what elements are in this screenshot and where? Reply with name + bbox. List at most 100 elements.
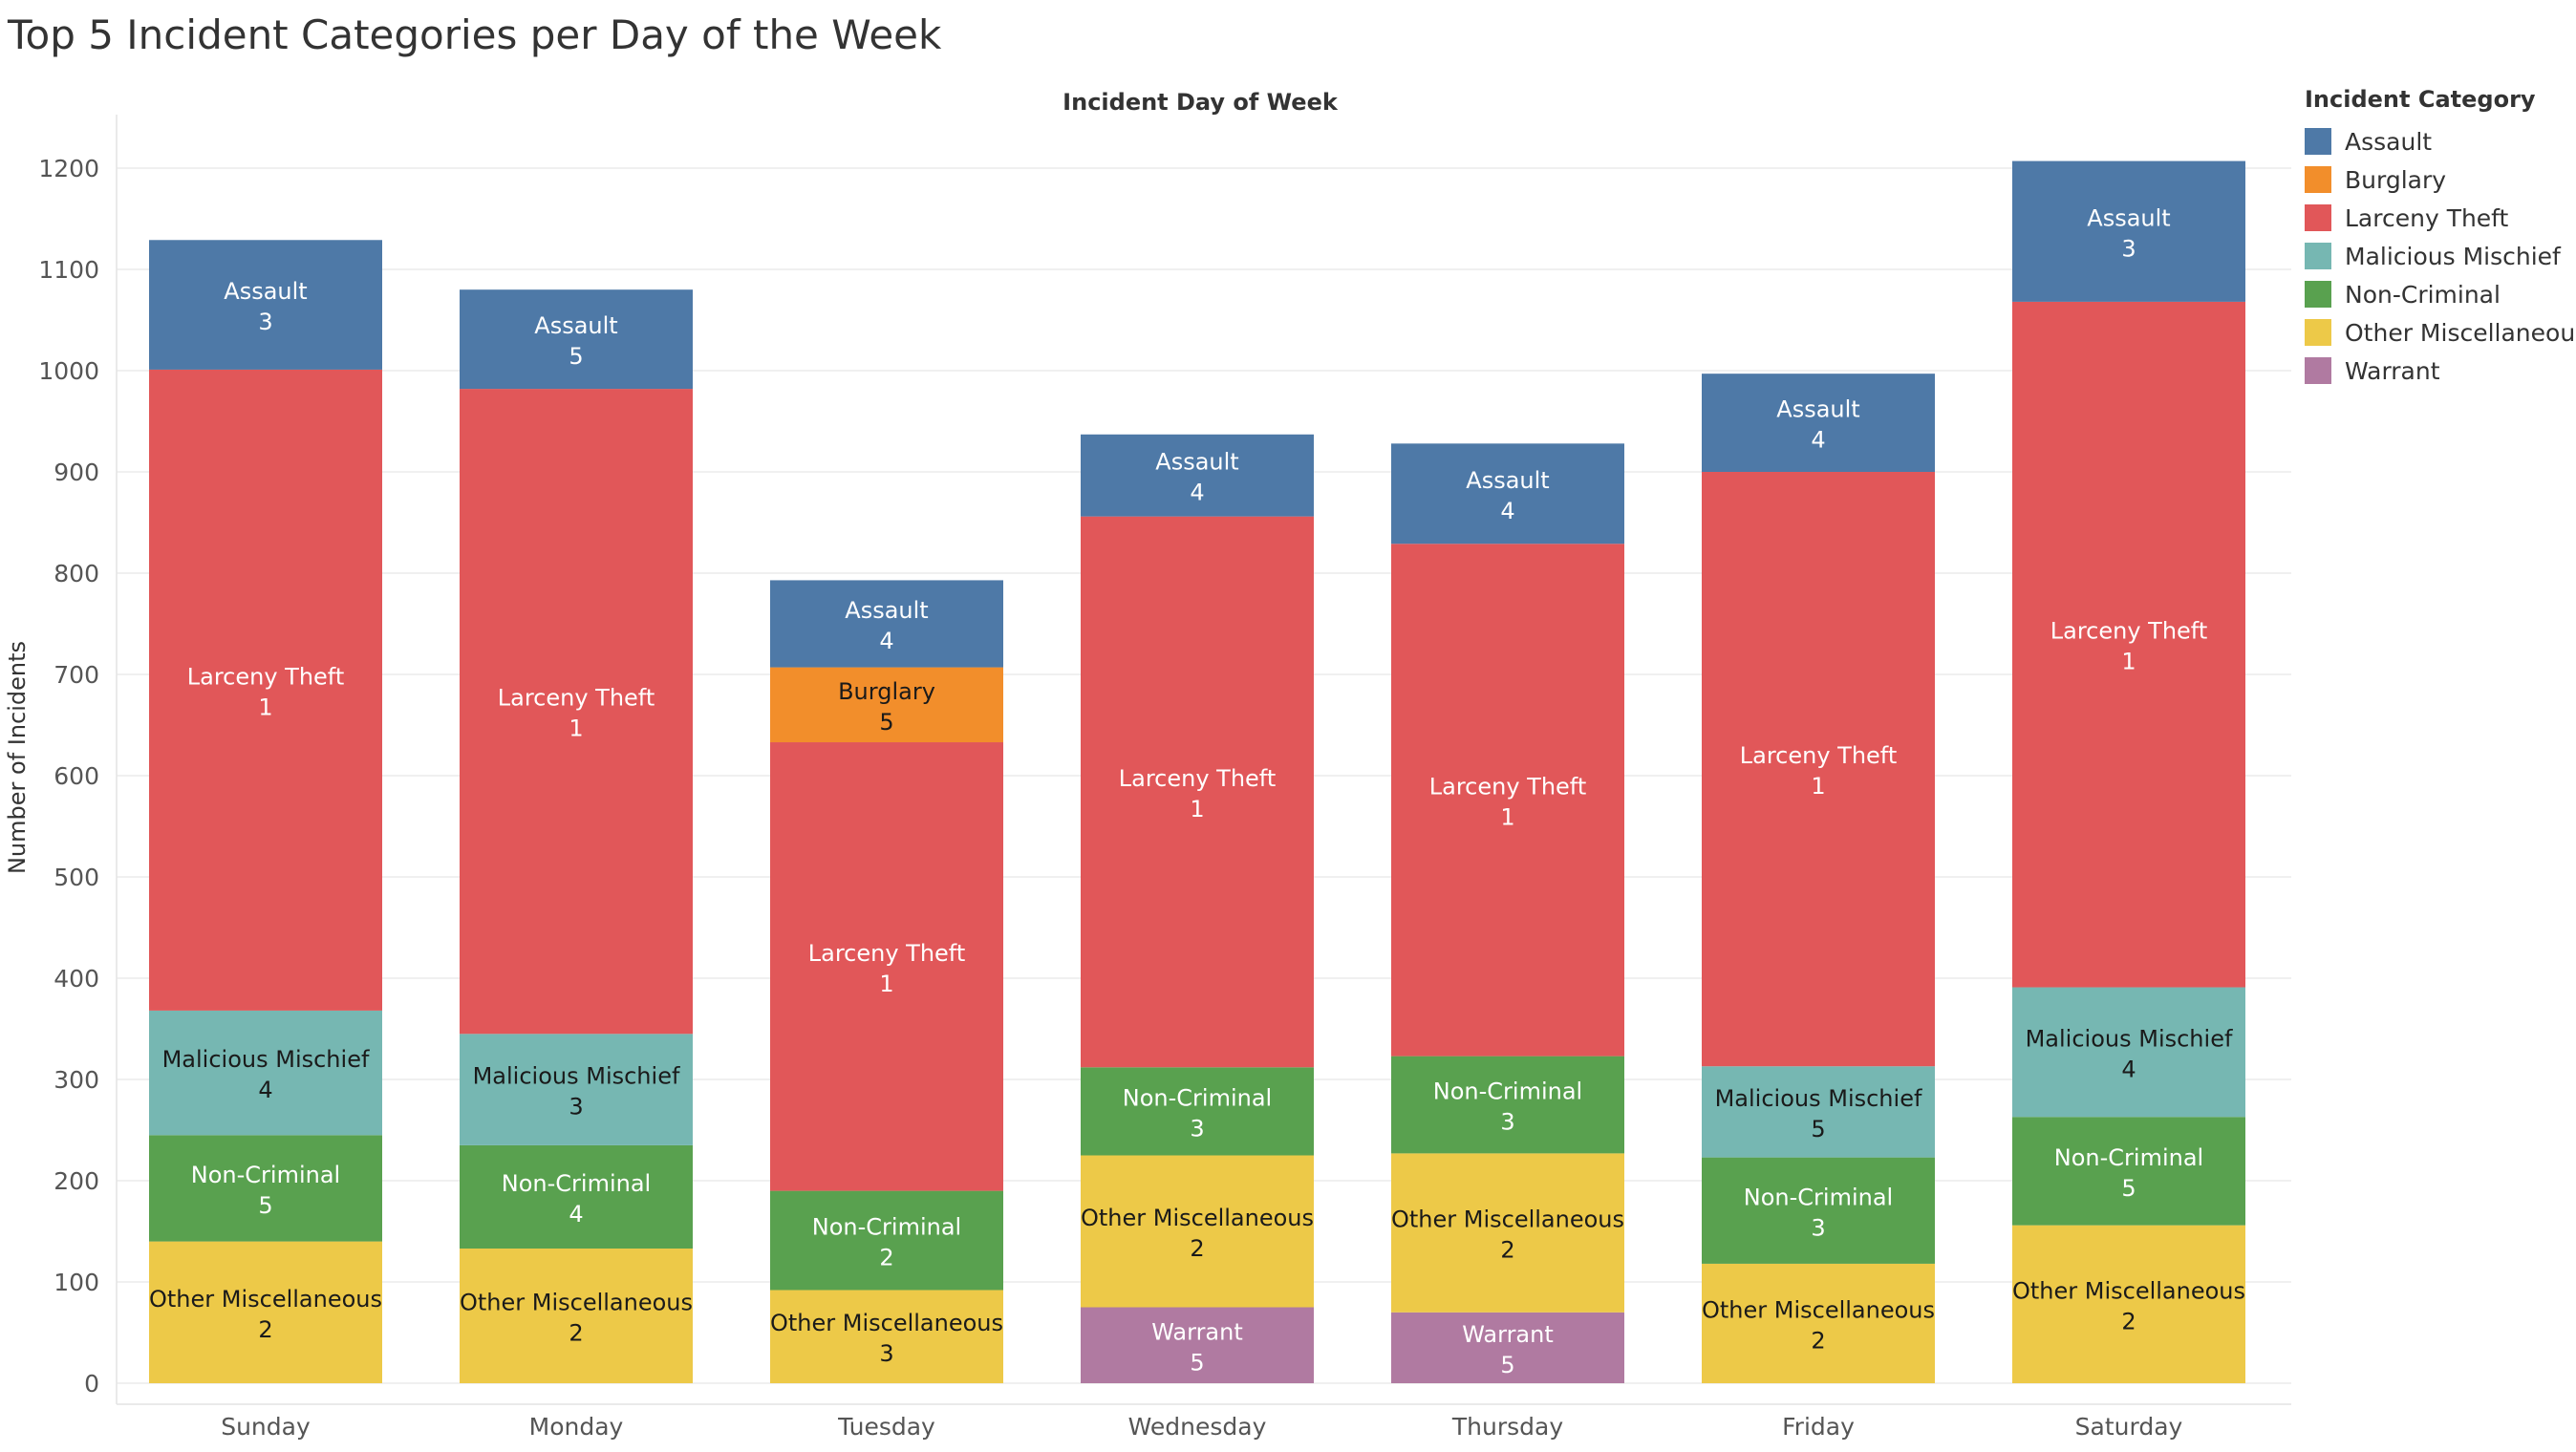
- segment-rank: 4: [1190, 480, 1204, 506]
- segment-label: Other Miscellaneous: [2012, 1277, 2245, 1304]
- bar-segment-larceny-theft: [1081, 516, 1314, 1068]
- segment-label: Warrant: [1151, 1318, 1243, 1345]
- legend-item-assault[interactable]: Assault: [2305, 122, 2572, 160]
- legend-swatch: [2305, 128, 2331, 155]
- bar-segment-non-criminal: [1391, 1056, 1624, 1154]
- segment-label: Warrant: [1462, 1321, 1554, 1348]
- segment-label: Other Miscellaneous: [1702, 1296, 1935, 1323]
- legend-swatch: [2305, 166, 2331, 193]
- legend-item-non-criminal[interactable]: Non-Criminal: [2305, 275, 2572, 313]
- segment-rank: 4: [258, 1077, 272, 1103]
- x-tick-label: Tuesday: [837, 1413, 935, 1441]
- segment-rank: 2: [258, 1316, 272, 1343]
- segment-label: Larceny Theft: [1740, 742, 1898, 769]
- stacked-bars: Other Miscellaneous 2 Non-Criminal 5 Malicio…: [149, 160, 2245, 1383]
- bar-segment-larceny-theft: [1702, 472, 1935, 1067]
- segment-rank: 4: [1500, 498, 1514, 524]
- bar-segment-malicious-mischief: [1702, 1066, 1935, 1158]
- bar-segment-non-criminal: [1702, 1157, 1935, 1264]
- segment-rank: 2: [569, 1320, 583, 1347]
- bar-segment-larceny-theft: [149, 369, 382, 1011]
- legend-label: Non-Criminal: [2345, 280, 2501, 309]
- y-tick-label: 0: [84, 1370, 99, 1398]
- segment-rank: 2: [1811, 1327, 1825, 1354]
- chart-title: Top 5 Incident Categories per Day of the…: [8, 11, 942, 58]
- bar-segment-assault: [1391, 443, 1624, 544]
- legend-swatch: [2305, 281, 2331, 308]
- legend-item-other-miscellaneous[interactable]: Other Miscellaneous: [2305, 313, 2576, 352]
- y-tick-label: 200: [54, 1167, 99, 1195]
- legend-item-warrant[interactable]: Warrant: [2305, 352, 2572, 390]
- x-tick-label: Monday: [529, 1413, 624, 1441]
- segment-label: Assault: [845, 597, 928, 624]
- bar-segment-other-miscellaneous: [770, 1290, 1003, 1383]
- segment-rank: 1: [258, 694, 272, 720]
- bar-friday: Other Miscellaneous 2 Non-Criminal 3 Malicio…: [1702, 374, 1935, 1383]
- bar-segment-assault: [770, 580, 1003, 668]
- segment-label: Malicious Mischief: [1715, 1085, 1922, 1112]
- legend: Incident Category Assault Burglary Larceny…: [2305, 86, 2576, 390]
- segment-rank: 3: [1190, 1115, 1204, 1142]
- y-tick-label: 500: [54, 864, 99, 891]
- x-tick-label: Saturday: [2075, 1413, 2183, 1441]
- segment-label: Larceny Theft: [187, 663, 345, 690]
- segment-label: Larceny Theft: [498, 685, 655, 712]
- segment-label: Non-Criminal: [2054, 1144, 2203, 1171]
- y-tick-label: 800: [54, 560, 99, 587]
- legend-label: Assault: [2345, 127, 2433, 156]
- bar-sunday: Other Miscellaneous 2 Non-Criminal 5 Malicio…: [149, 240, 382, 1383]
- axes: 0 100 200 300 400 500 600 700 800 900 1000 1100 1200…: [38, 115, 2291, 1441]
- segment-label: Other Miscellaneous: [460, 1290, 693, 1316]
- legend-label: Burglary: [2345, 165, 2447, 194]
- legend-swatch: [2305, 319, 2331, 346]
- bar-segment-warrant: [1081, 1307, 1314, 1383]
- x-tick-label: Sunday: [221, 1413, 311, 1441]
- bar-segment-assault: [1702, 374, 1935, 472]
- legend-swatch: [2305, 204, 2331, 231]
- bar-thursday: Warrant 5 Other Miscellaneous 2 Non-Criminal…: [1391, 443, 1624, 1383]
- segment-label: Other Miscellaneous: [770, 1310, 1003, 1336]
- legend-item-burglary[interactable]: Burglary: [2305, 160, 2572, 199]
- segment-label: Assault: [1155, 449, 1238, 476]
- segment-label: Burglary: [838, 678, 935, 705]
- y-tick-label: 400: [54, 965, 99, 993]
- segment-rank: 5: [1500, 1352, 1514, 1378]
- legend-label: Warrant: [2345, 356, 2440, 385]
- segment-label: Larceny Theft: [1119, 765, 1277, 792]
- segment-label: Larceny Theft: [808, 940, 966, 967]
- segment-label: Non-Criminal: [1433, 1078, 1582, 1105]
- segment-rank: 1: [1811, 773, 1825, 800]
- bar-segment-non-criminal: [770, 1190, 1003, 1291]
- segment-label: Assault: [224, 278, 307, 305]
- legend-item-malicious-mischief[interactable]: Malicious Mischief: [2305, 237, 2572, 275]
- legend-item-larceny-theft[interactable]: Larceny Theft: [2305, 199, 2572, 237]
- segment-rank: 5: [1811, 1116, 1825, 1142]
- segment-label: Other Miscellaneous: [1391, 1206, 1624, 1233]
- legend-swatch: [2305, 243, 2331, 269]
- segment-rank: 4: [1811, 427, 1825, 454]
- y-axis-title: Number of Incidents: [4, 641, 31, 874]
- bar-saturday: Other Miscellaneous 2 Non-Criminal 5 Malicio…: [2012, 160, 2245, 1383]
- bar-segment-malicious-mischief: [2012, 987, 2245, 1118]
- bar-segment-malicious-mischief: [460, 1034, 693, 1145]
- segment-label: Other Miscellaneous: [1081, 1205, 1314, 1231]
- segment-rank: 3: [258, 309, 272, 335]
- bar-segment-other-miscellaneous: [1702, 1263, 1935, 1383]
- legend-title: Incident Category: [2305, 86, 2536, 113]
- bar-segment-other-miscellaneous: [1081, 1155, 1314, 1308]
- segment-label: Non-Criminal: [191, 1162, 340, 1188]
- bar-segment-larceny-theft: [2012, 301, 2245, 988]
- bar-segment-larceny-theft: [460, 389, 693, 1035]
- legend-items: Assault Burglary Larceny Theft Malicious Mi…: [2305, 122, 2576, 390]
- x-axis-title: Incident Day of Week: [1063, 89, 1339, 116]
- bar-wednesday: Warrant 5 Other Miscellaneous 2 Non-Criminal…: [1081, 434, 1314, 1383]
- segment-rank: 5: [879, 709, 893, 736]
- bar-segment-non-criminal: [2012, 1117, 2245, 1226]
- segment-rank: 3: [569, 1094, 583, 1121]
- segment-rank: 1: [879, 971, 893, 997]
- segment-label: Larceny Theft: [1429, 773, 1587, 800]
- segment-rank: 1: [2121, 649, 2136, 675]
- y-tick-label: 300: [54, 1066, 99, 1094]
- bar-segment-other-miscellaneous: [149, 1241, 382, 1383]
